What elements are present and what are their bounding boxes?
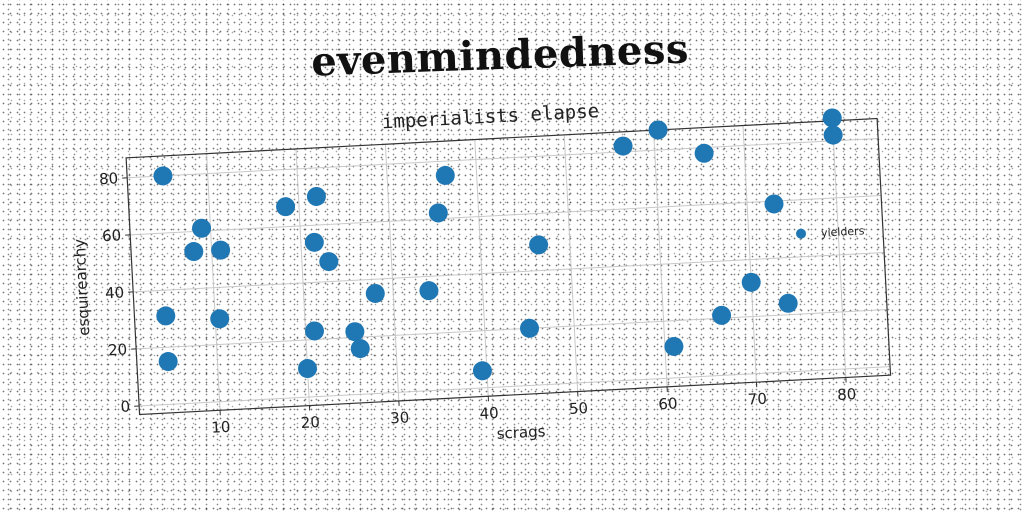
axis-ticks: 10 20 30 40 50 60 70 80 0 20 40 60 80	[99, 169, 857, 437]
data-point	[472, 361, 492, 381]
data-point	[520, 318, 540, 338]
data-point	[276, 197, 296, 217]
data-point	[158, 352, 178, 372]
data-point	[741, 272, 761, 292]
data-point	[184, 242, 204, 262]
data-point	[822, 108, 842, 128]
grid-lines	[127, 120, 891, 411]
y-tick-label: 60	[102, 226, 122, 245]
data-point	[712, 305, 732, 325]
x-tick-label: 50	[569, 399, 589, 418]
legend-label: yielders	[821, 224, 865, 239]
data-point	[304, 321, 324, 341]
x-tick-label: 70	[747, 390, 767, 409]
data-point	[529, 235, 549, 255]
data-point	[428, 203, 448, 223]
data-point	[210, 309, 230, 329]
y-grid-line	[130, 194, 882, 236]
scatter-points	[153, 108, 843, 381]
data-point	[365, 283, 385, 303]
data-point	[156, 306, 176, 326]
y-tick-label: 0	[120, 397, 130, 415]
y-tick-label: 80	[99, 169, 119, 188]
data-point	[694, 143, 714, 163]
data-point	[350, 339, 370, 359]
y-tick-label: 40	[105, 283, 125, 302]
x-grid-line	[742, 125, 757, 383]
x-axis-label: scrags	[496, 422, 546, 443]
x-tick-label: 80	[837, 385, 857, 404]
legend: yielders	[796, 224, 865, 240]
data-point	[304, 232, 324, 252]
data-point	[764, 194, 784, 214]
data-point	[419, 281, 439, 301]
data-point	[153, 166, 173, 186]
x-grid-line	[384, 144, 400, 401]
data-point	[648, 120, 668, 140]
x-tick-label: 10	[211, 418, 231, 437]
data-point	[345, 322, 365, 342]
plot-area: imperialists elapse 10 20 30 40 50 60 70 80 0 20 4…	[70, 100, 892, 443]
y-grid-line	[133, 252, 885, 293]
y-grid-line	[136, 309, 888, 350]
data-point	[823, 125, 843, 145]
data-point	[306, 186, 326, 206]
data-point	[297, 359, 317, 379]
x-grid-line	[474, 139, 489, 397]
y-grid-line	[127, 137, 879, 179]
x-grid-line	[206, 153, 221, 411]
y-grid-line	[139, 366, 891, 407]
legend-marker	[796, 228, 807, 239]
x-tick-label: 40	[479, 404, 499, 423]
data-point	[192, 218, 212, 238]
y-axis-label: esquirearchy	[70, 238, 93, 336]
plot-frame	[125, 117, 892, 416]
data-point	[319, 252, 339, 272]
data-point	[664, 336, 684, 356]
y-tick-label: 20	[108, 340, 128, 359]
x-tick-label: 60	[658, 394, 678, 413]
x-grid-line	[831, 120, 847, 378]
data-point	[613, 136, 633, 156]
data-point	[778, 293, 798, 313]
data-point	[435, 165, 455, 185]
x-tick-label: 20	[300, 413, 320, 432]
x-grid-line	[563, 134, 579, 392]
chart-subtitle: imperialists elapse	[381, 100, 599, 133]
data-point	[211, 240, 231, 260]
x-tick-label: 30	[390, 408, 410, 427]
